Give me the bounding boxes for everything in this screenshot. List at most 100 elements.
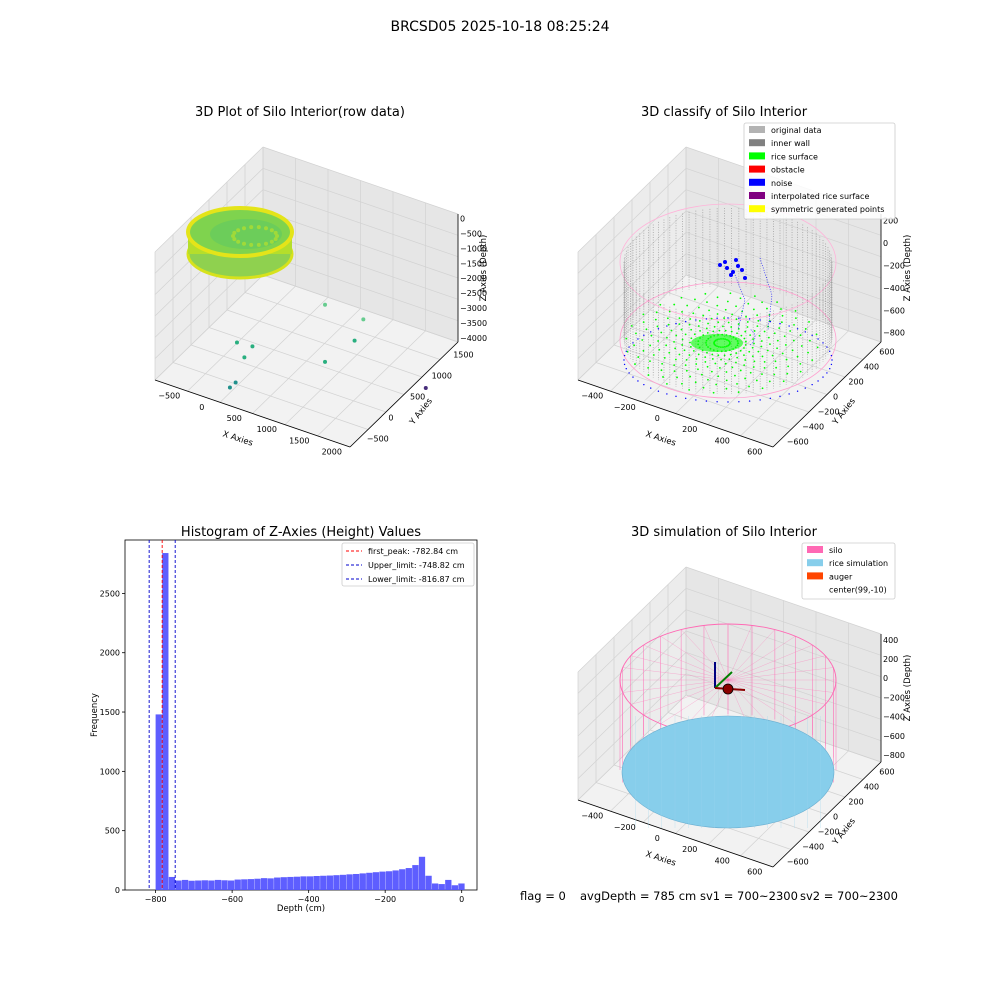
- simulation-silo-spoke: [727, 655, 826, 681]
- classify-plot-rice-pt: [761, 387, 764, 390]
- classify-plot-rice-pt: [778, 327, 781, 329]
- classify-plot-rice-pt: [746, 321, 749, 323]
- classify-plot-rice-pt: [780, 308, 782, 310]
- histogram-bar: [234, 879, 241, 890]
- classify-plot-noise-rim: [759, 399, 761, 401]
- simulation-plot-ytick: −400: [802, 843, 824, 852]
- histogram-bar: [451, 885, 459, 890]
- simulation-plot-ytick: −200: [818, 828, 840, 837]
- classify-plot-noise-rim: [779, 395, 781, 398]
- raw-plot-ring-pt: [249, 225, 254, 230]
- simulation-plot-xtick: 600: [747, 867, 762, 876]
- classify-plot-rice-pt: [642, 349, 645, 352]
- raw-plot-point: [352, 338, 357, 343]
- classify-plot-rice-pt: [647, 374, 650, 376]
- classify-plot-rim-bottom: [619, 281, 837, 399]
- classify-plot-noise-rim: [788, 393, 790, 395]
- simulation-silo-spoke: [630, 679, 729, 705]
- classify-plot-rice-pt: [752, 366, 755, 368]
- simulation-plot-auger: [714, 662, 746, 695]
- histogram-bar: [372, 872, 380, 890]
- histogram-ytick-label: 0: [115, 886, 120, 895]
- classify-plot-noise-rim: [666, 325, 668, 327]
- classify-legend-label: obstacle: [771, 166, 805, 175]
- classify-plot-rice-pt: [735, 361, 737, 364]
- classify-plot-rice-pt: [782, 380, 785, 383]
- classify-plot-rice-pt: [768, 313, 771, 316]
- classify-plot-noise-rim: [637, 338, 639, 340]
- classify-legend-swatch: [749, 178, 765, 186]
- classify-plot-ytick: −200: [818, 408, 840, 417]
- classify-plot-rice-pt: [692, 312, 695, 315]
- classify-plot-xtick: 200: [682, 425, 697, 434]
- classify-plot-rice-pt: [773, 373, 776, 376]
- classify-plot-rice-pt: [737, 323, 740, 325]
- raw-plot-ring-pt: [273, 230, 278, 235]
- classify-plot-noise-rim: [738, 317, 740, 319]
- classify-plot-rice-pt: [673, 341, 675, 343]
- classify-plot-rice-pt: [736, 332, 738, 335]
- classify-plot-noise-pt: [731, 270, 735, 274]
- classify-plot-noise-rim: [748, 400, 751, 402]
- classify-legend-swatch: [749, 139, 765, 147]
- classify-plot-noise-pt: [725, 266, 729, 270]
- raw-plot-points: [227, 302, 428, 391]
- classify-plot-noise-pt: [734, 258, 738, 262]
- histogram-bar: [432, 883, 439, 890]
- raw-plot-ring-pt: [231, 234, 235, 238]
- classify-plot-ztick: −800: [883, 329, 905, 338]
- classify-plot-rice-pt: [697, 353, 700, 356]
- raw-plot-point: [323, 302, 328, 307]
- simulation-plot-zlabel: Z Axies (Depth): [903, 655, 913, 722]
- classify-plot-rice-pt: [626, 350, 629, 353]
- simulation-silo-spoke: [643, 644, 729, 681]
- classify-plot-rice-pt: [725, 379, 728, 382]
- classify-plot-rice-pt: [678, 353, 681, 356]
- classify-plot-noise-rim: [637, 380, 639, 382]
- classify-plot-rice-pt: [739, 349, 742, 352]
- histogram-plot-area: [124, 539, 478, 891]
- classify-plot-rice-pt: [661, 362, 664, 365]
- classify-plot-noise-rim: [811, 383, 813, 386]
- raw-plot-ztick: −1000: [460, 244, 487, 253]
- classify-plot-rice-pt: [757, 350, 760, 353]
- raw-plot-ztick: 0: [460, 214, 465, 223]
- raw-plot-ztick: −2500: [460, 289, 487, 298]
- footer-sv2: sv2 = 700~2300: [800, 889, 898, 903]
- classify-plot-noise-rim: [684, 320, 687, 323]
- histogram-bar: [326, 875, 333, 890]
- classify-plot-ztick: −200: [883, 262, 905, 271]
- raw-plot-ring-pt: [256, 242, 261, 247]
- classify-plot-rice-pt: [711, 353, 714, 356]
- classify-plot-rice-pt: [726, 300, 729, 303]
- classify-plot-rice-pt: [650, 334, 653, 337]
- raw-plot-ring-pt: [236, 228, 241, 233]
- classify-plot-rice-pt: [673, 364, 676, 367]
- classify-plot-title: 3D classify of Silo Interior: [641, 105, 808, 120]
- classify-plot-noise-rim: [748, 318, 751, 320]
- classify-plot-noise-rim: [705, 400, 708, 402]
- simulation-silo-spoke: [727, 679, 796, 724]
- histogram-bar: [181, 879, 189, 890]
- raw-plot-ring-pt: [269, 228, 274, 233]
- histogram-bars: [155, 553, 465, 890]
- raw-plot-xticks: −500 0 500 1000 1500 2000: [158, 392, 342, 457]
- classify-plot-rice-pt: [712, 330, 715, 333]
- raw-plot-zlabel: Z Axies (Depth): [479, 235, 489, 302]
- raw-plot-xtick: −500: [158, 392, 180, 401]
- classify-plot-rice-pt: [689, 318, 692, 320]
- classify-plot-noise-rim: [826, 346, 828, 348]
- histogram-bar: [201, 880, 208, 890]
- classify-plot-rice-pt: [763, 360, 766, 363]
- classify-legend-label: interpolated rice surface: [771, 192, 869, 201]
- histogram-xtick-label: −600: [221, 895, 243, 904]
- classify-plot-ytick: 0: [833, 393, 838, 402]
- classify-plot-noise-rim: [727, 401, 729, 403]
- classify-legend-label: noise: [771, 179, 792, 188]
- classify-plot-rice-pt: [744, 377, 747, 380]
- classify-legend-label: original data: [771, 126, 822, 135]
- classify-plot-rice-pt: [740, 334, 743, 337]
- classify-plot-rice-pt: [642, 321, 645, 324]
- classify-plot-legend: original data inner wall rice surface obsta…: [743, 122, 896, 220]
